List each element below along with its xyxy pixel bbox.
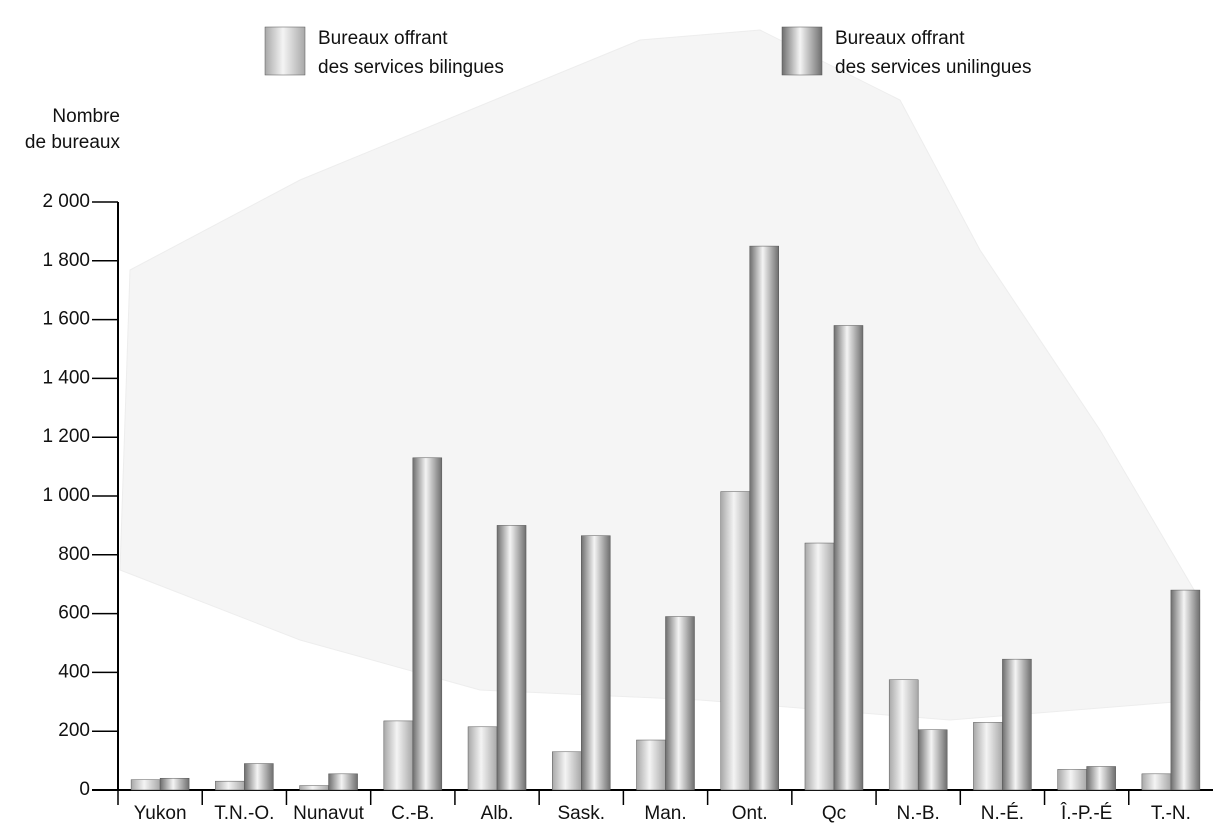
bar — [552, 751, 582, 791]
bar — [1086, 766, 1116, 791]
x-tick-label: Nunavut — [293, 803, 364, 824]
x-tick-label: Man. — [644, 803, 686, 824]
bar — [581, 535, 611, 791]
x-tick-label: T.N.-O. — [214, 803, 274, 824]
bar — [383, 720, 414, 791]
bar — [636, 739, 666, 791]
map-background — [119, 29, 1201, 721]
x-tick-label: Qc — [822, 803, 846, 824]
bar — [412, 457, 443, 791]
bar — [665, 616, 695, 791]
legend-swatch — [264, 26, 306, 76]
y-tick-label: 600 — [58, 603, 90, 624]
y-tick-label: 1 800 — [42, 250, 90, 271]
y-tick-label: 200 — [58, 720, 90, 741]
y-tick-label: 800 — [58, 544, 90, 565]
y-axis-label: Nombre — [52, 106, 120, 127]
x-tick-label: T.-N. — [1151, 803, 1191, 824]
bar — [1002, 658, 1032, 791]
x-tick-label: Ont. — [732, 803, 768, 824]
x-tick-label: Yukon — [134, 803, 187, 824]
y-tick-label: 1 600 — [42, 309, 90, 330]
y-tick-label: 400 — [58, 661, 90, 682]
bar — [496, 525, 527, 791]
y-tick-label: 1 000 — [42, 485, 90, 506]
bar — [888, 679, 919, 791]
x-tick-label: Î.-P.-É — [1060, 802, 1112, 824]
bar — [804, 542, 835, 791]
bar — [130, 779, 161, 791]
bar — [1170, 589, 1201, 791]
bar — [1057, 769, 1087, 791]
bar — [1141, 773, 1172, 791]
x-tick-label: N.-É. — [981, 803, 1024, 824]
bar — [833, 325, 864, 791]
bar — [299, 785, 329, 791]
bar — [159, 777, 190, 791]
bar — [973, 722, 1003, 791]
bar — [215, 780, 245, 791]
x-tick-label: N.-B. — [897, 803, 940, 824]
x-tick-label: Sask. — [558, 803, 606, 824]
legend-label: Bureaux offrant des services unilingues — [835, 28, 1031, 78]
bar — [917, 729, 948, 791]
bar — [749, 245, 779, 791]
bar — [244, 763, 274, 791]
x-tick-label: Alb. — [481, 803, 514, 824]
x-tick-label: C.-B. — [391, 803, 434, 824]
y-tick-label: 2 000 — [42, 191, 90, 212]
legend-label: Bureaux offrant des services bilingues — [318, 28, 504, 78]
bar — [328, 773, 358, 791]
legend-swatch — [781, 26, 823, 76]
y-tick-label: 1 200 — [42, 426, 90, 447]
y-tick-label: 1 400 — [42, 367, 90, 388]
bar — [467, 726, 498, 791]
y-axis-label: de bureaux — [25, 132, 121, 153]
bar — [720, 491, 750, 791]
y-tick-label: 0 — [79, 779, 90, 800]
